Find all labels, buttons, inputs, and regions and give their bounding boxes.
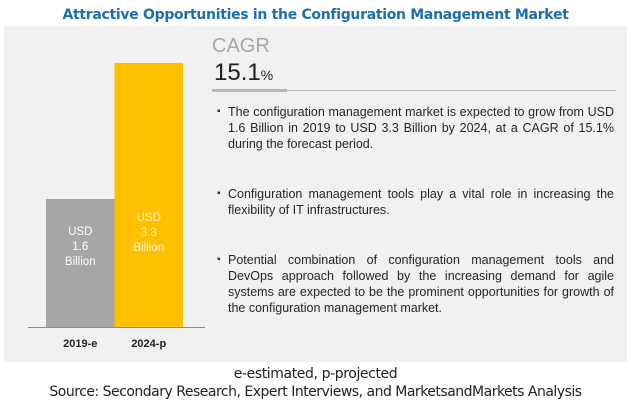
x-tick-label: 2019-e [63,338,97,350]
bar-data-label: Billion [65,256,96,268]
bullet-item: Configuration management tools play a vi… [217,186,614,218]
bar-2024-p [114,63,183,327]
bullet-item: The configuration management market is e… [217,104,614,152]
x-tick-label: 2024-p [131,338,166,350]
bar-data-label: 1.6 [72,241,88,253]
cagr-value: 15.1% [214,59,273,87]
cagr-number: 15.1 [214,59,261,86]
cagr-label: CAGR [212,35,270,57]
cagr-divider-accent [212,89,287,92]
bullet-item: Potential combination of configuration m… [217,252,614,316]
bar-data-label: USD [68,226,92,238]
bar-data-label: Billion [133,242,164,254]
bar-data-label: USD [137,212,161,224]
source-note: Source: Secondary Research, Expert Inter… [49,384,582,400]
bar-2019-e [46,199,115,327]
footnote: e-estimated, p-projected [233,366,398,382]
chart-title: Attractive Opportunities in the Configur… [62,7,569,23]
cagr-divider [212,90,616,91]
bar-data-label: 3.3 [141,227,157,239]
cagr-unit: % [260,67,274,83]
